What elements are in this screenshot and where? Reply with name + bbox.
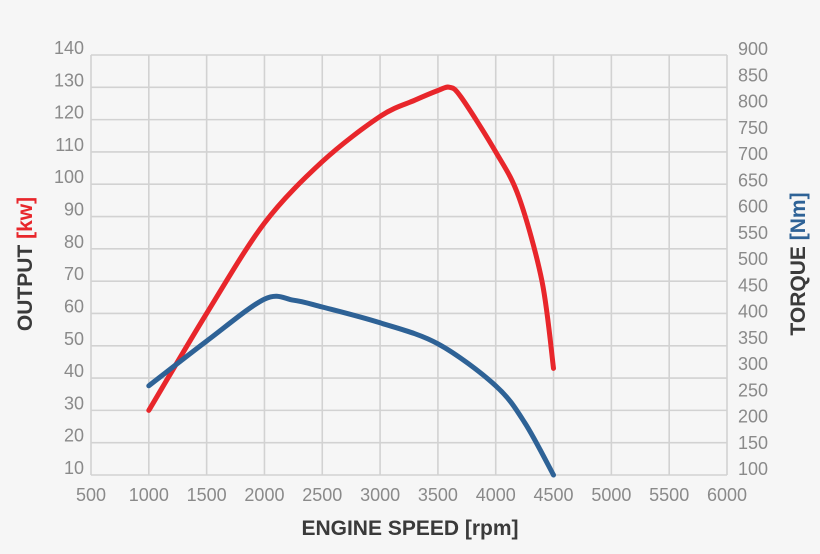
y-right-tick-label: 700 xyxy=(738,144,768,164)
y-left-tick-label: 60 xyxy=(64,296,84,316)
y-right-tick-label: 750 xyxy=(738,118,768,138)
y-right-tick-label: 400 xyxy=(738,302,768,322)
x-tick-label: 4000 xyxy=(476,485,516,505)
y-right-tick-label: 550 xyxy=(738,223,768,243)
y-right-tick-label: 850 xyxy=(738,65,768,85)
x-tick-label: 1000 xyxy=(129,485,169,505)
y-left-axis-title: OUTPUT [kw] xyxy=(14,197,37,331)
x-tick-label: 4500 xyxy=(534,485,574,505)
x-tick-label: 6000 xyxy=(707,485,747,505)
y-left-tick-label: 20 xyxy=(64,426,84,446)
y-left-tick-label: 90 xyxy=(64,200,84,220)
x-axis-unit: [rpm] xyxy=(465,517,519,540)
y-left-tick-label: 30 xyxy=(64,393,84,413)
y-right-tick-label: 300 xyxy=(738,354,768,374)
y-right-tick-label: 900 xyxy=(738,39,768,59)
y-right-tick-label: 100 xyxy=(738,459,768,479)
y-left-tick-label: 70 xyxy=(64,264,84,284)
x-tick-label: 5500 xyxy=(649,485,689,505)
y-right-axis-label: TORQUE xyxy=(787,246,810,335)
y-right-tick-label: 800 xyxy=(738,92,768,112)
x-axis-title: ENGINE SPEED [rpm] xyxy=(301,517,518,540)
torque-series-line xyxy=(146,293,556,478)
y-left-tick-label: 110 xyxy=(55,135,84,155)
series-layer xyxy=(146,84,556,478)
y-right-axis-unit: [Nm] xyxy=(787,192,810,240)
x-tick-label: 2500 xyxy=(302,485,342,505)
y-right-axis-title: TORQUE [Nm] xyxy=(787,192,810,335)
y-right-tick-label: 200 xyxy=(738,407,768,427)
y-left-tick-label: 100 xyxy=(54,167,84,187)
y-left-axis-label: OUTPUT xyxy=(14,245,37,332)
y-left-tick-label: 80 xyxy=(64,232,84,252)
x-tick-label: 1500 xyxy=(187,485,227,505)
y-left-axis-unit: [kw] xyxy=(14,197,37,239)
grid xyxy=(90,54,728,476)
y-left-tick-label: 130 xyxy=(54,70,84,90)
y-right-tick-label: 250 xyxy=(738,380,768,400)
y-right-tick-label: 650 xyxy=(738,170,768,190)
y-right-tick-label: 600 xyxy=(738,197,768,217)
y-right-tick-label: 500 xyxy=(738,249,768,269)
x-axis-label: ENGINE SPEED xyxy=(301,517,459,540)
x-tick-label: 3500 xyxy=(418,485,458,505)
y-left-tick-label: 40 xyxy=(64,361,84,381)
x-tick-label: 500 xyxy=(76,485,106,505)
y-right-tick-label: 150 xyxy=(738,433,768,453)
y-right-tick-label: 350 xyxy=(738,328,768,348)
y-left-tick-label: 120 xyxy=(54,103,84,123)
y-left-tick-label: 10 xyxy=(64,458,84,478)
y-left-tick-label: 50 xyxy=(64,329,84,349)
x-tick-label: 5000 xyxy=(591,485,631,505)
y-right-tick-label: 450 xyxy=(738,275,768,295)
output-series-line xyxy=(146,84,556,413)
x-tick-label: 3000 xyxy=(360,485,400,505)
tick-labels: 500 1000 1500 2000 2500 3000 3500 4000 4500 5000 5… xyxy=(54,38,768,505)
x-tick-label: 2000 xyxy=(244,485,284,505)
y-left-tick-label: 140 xyxy=(54,38,84,58)
